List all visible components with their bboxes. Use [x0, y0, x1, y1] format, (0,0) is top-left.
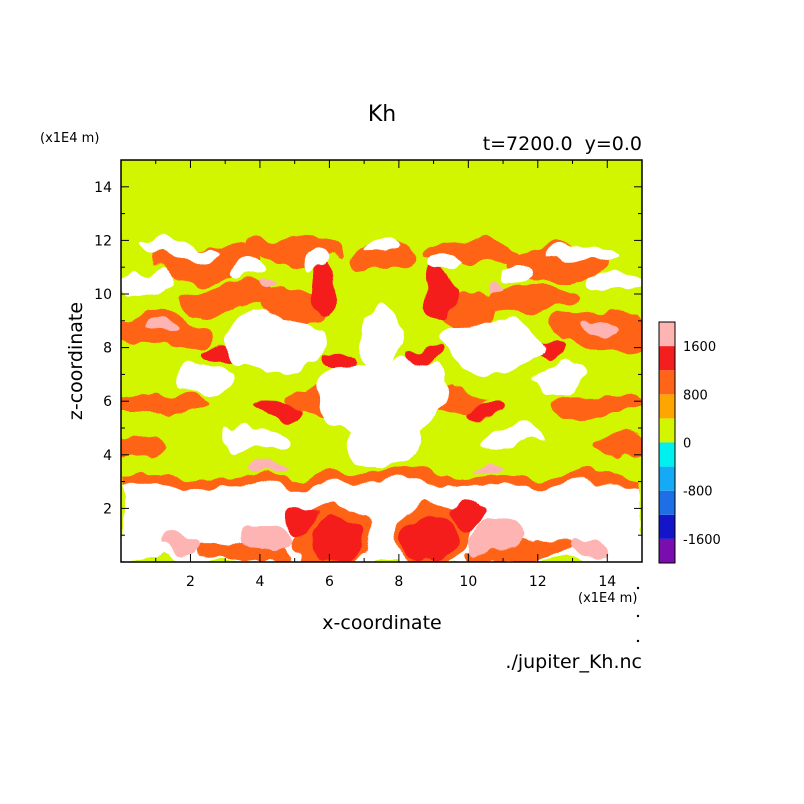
y-axis-title: z-coordinate: [65, 302, 87, 420]
y-tick-label: 4: [103, 448, 112, 464]
x-tick-label: 8: [394, 574, 403, 590]
contour-region: [239, 524, 295, 552]
y-tick-label: 2: [103, 501, 112, 517]
colorbar-segment: [659, 490, 675, 515]
colorbar-segment: [659, 466, 675, 491]
contour-region: [298, 253, 333, 270]
contour-region: [468, 460, 511, 471]
y-tick-label: 14: [94, 180, 112, 196]
colorbar-segment: [659, 322, 675, 347]
colorbar-tick-label: -1600: [683, 533, 721, 548]
contour-region: [134, 243, 219, 260]
contour-region: [339, 406, 424, 471]
contour-region: [360, 304, 403, 370]
contour-band: [121, 473, 642, 485]
contour-region: [221, 318, 326, 372]
colorbar-segment: [659, 442, 675, 467]
contour-region: [263, 285, 326, 329]
chart-subtitle: t=7200.0 y=0.0: [483, 133, 642, 155]
contour-region: [398, 519, 455, 562]
contour-region: [555, 393, 642, 415]
contour-region: [308, 519, 365, 562]
contour-region: [218, 428, 288, 450]
x-tick-label: 6: [325, 574, 334, 590]
contour-region: [430, 259, 451, 319]
x-tick-label: 2: [186, 574, 195, 590]
colorbar-segment: [659, 514, 675, 539]
colorbar-segment: [659, 370, 675, 395]
colorbar-frame: [658, 321, 676, 564]
colorbar-tick-label: 1600: [683, 340, 716, 355]
y-tick-label: 8: [103, 341, 112, 357]
colorbar-segment: [659, 538, 675, 563]
colorbar-tick-label: 800: [683, 388, 708, 403]
y-unit-label: (x1E4 m): [40, 131, 99, 146]
chart-title: Kh: [368, 102, 396, 127]
contour-region: [256, 280, 278, 292]
x-unit-label: (x1E4 m): [578, 591, 637, 606]
contour-region: [475, 428, 545, 450]
unit-dots: [636, 586, 640, 643]
x-tick-label: 4: [255, 574, 264, 590]
colorbar-segment: [659, 346, 675, 371]
contour-region: [485, 280, 507, 292]
x-tick-label: 14: [598, 574, 616, 590]
colorbar-segment: [659, 418, 675, 443]
contour-region: [176, 363, 233, 396]
contour-region: [582, 322, 618, 336]
contour-region: [437, 318, 542, 372]
x-tick-label: 12: [529, 574, 547, 590]
contour-region: [252, 460, 295, 471]
y-tick-label: 6: [103, 394, 112, 410]
contour-region: [544, 243, 629, 260]
contour-region: [228, 264, 264, 281]
contour-region: [121, 273, 181, 293]
y-tick-label: 12: [94, 233, 112, 249]
contour-region: [183, 283, 281, 316]
y-axis-ticks: 2 4 6 8 10 12 14: [94, 180, 642, 536]
contour-region: [582, 273, 642, 293]
x-tick-label: 10: [459, 574, 477, 590]
contour-region: [312, 259, 333, 319]
contour-region: [447, 503, 483, 530]
contour-field: [121, 160, 642, 562]
contour-region: [482, 283, 580, 316]
contour-region: [430, 253, 465, 270]
contour-region: [562, 540, 611, 557]
contour-region: [145, 322, 181, 336]
colorbar: [658, 321, 676, 564]
contour-region: [530, 363, 587, 396]
y-tick-label: 10: [94, 287, 112, 303]
contour-region: [280, 503, 316, 530]
contour-region: [593, 436, 642, 458]
contour-region: [121, 393, 208, 415]
colorbar-ticks: 1600 800 0 -800 -1600: [683, 340, 721, 548]
contour-region: [468, 524, 524, 552]
x-axis-ticks: 2 4 6 8 10 12 14: [155, 160, 616, 590]
colorbar-tick-label: 0: [683, 437, 691, 452]
contour-region: [259, 402, 295, 416]
contour-region: [468, 402, 504, 416]
contour-region: [437, 285, 500, 329]
colorbar-tick-label: -800: [683, 485, 713, 500]
contour-region: [121, 436, 170, 458]
contour-region: [152, 540, 201, 557]
colorbar-segment: [659, 394, 675, 419]
contour-region: [364, 239, 399, 253]
source-file-label: ./jupiter_Kh.nc: [505, 651, 642, 673]
x-axis-title: x-coordinate: [322, 612, 441, 634]
plot-frame: [120, 159, 643, 563]
contour-region: [499, 264, 535, 281]
